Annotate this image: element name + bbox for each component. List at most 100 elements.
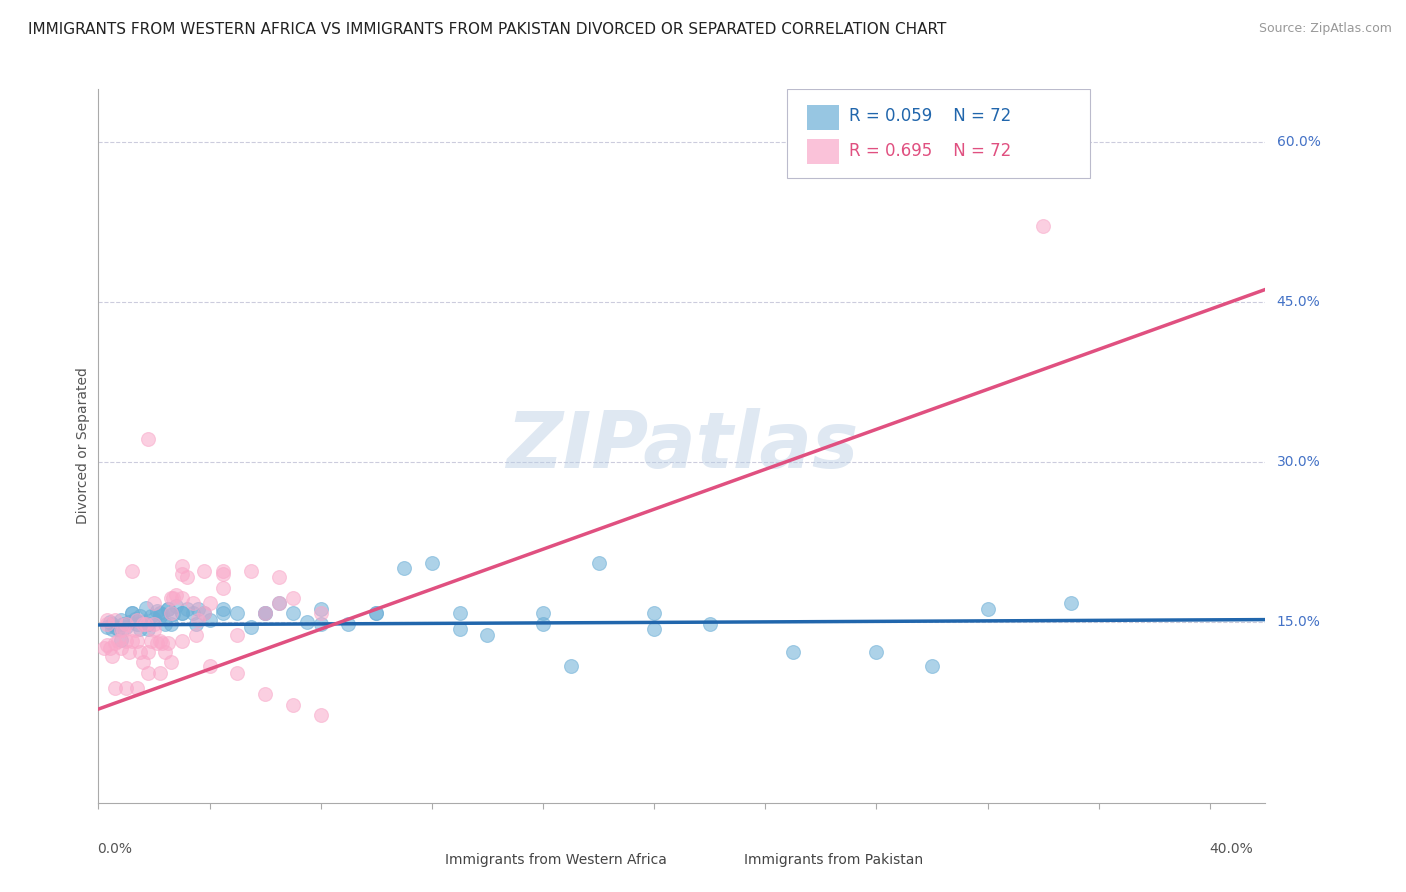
Point (156, 602, 179, 616)
Point (138, 432, 160, 446)
Point (281, 591, 304, 606)
Point (295, 615, 318, 629)
Point (148, 609, 170, 624)
Text: 45.0%: 45.0% (1277, 295, 1320, 310)
Point (187, 613, 209, 627)
Point (281, 698, 304, 712)
Point (159, 655, 181, 669)
Point (212, 602, 235, 616)
Point (101, 616, 124, 631)
Point (143, 624, 166, 638)
Point (127, 681, 149, 695)
Point (309, 616, 332, 631)
Point (162, 591, 184, 606)
Point (865, 644, 887, 658)
Point (240, 564, 263, 578)
Point (170, 559, 193, 574)
Point (187, 602, 209, 616)
Bar (711, 853, 737, 869)
Point (138, 622, 160, 636)
Point (129, 609, 152, 624)
Point (392, 561, 415, 575)
Point (138, 616, 160, 631)
Point (96, 638, 118, 652)
Point (643, 622, 665, 636)
Point (115, 616, 138, 631)
Point (588, 556, 610, 570)
Point (104, 636, 127, 650)
Point (143, 611, 166, 625)
Text: 40.0%: 40.0% (1209, 842, 1253, 856)
Text: 15.0%: 15.0% (1277, 615, 1320, 629)
Point (212, 581, 235, 595)
Point (193, 564, 215, 578)
Point (184, 616, 207, 631)
Point (110, 624, 132, 638)
FancyBboxPatch shape (787, 89, 1091, 178)
Bar (807, 105, 839, 130)
Point (198, 659, 221, 673)
Point (135, 616, 157, 631)
Point (165, 599, 187, 613)
Point (129, 622, 152, 636)
Point (212, 606, 235, 620)
Point (170, 566, 193, 581)
Point (170, 634, 193, 648)
Point (96, 620, 118, 634)
Point (226, 606, 249, 620)
Point (162, 607, 184, 622)
Point (93, 641, 115, 656)
Text: ZIPatlas: ZIPatlas (506, 408, 858, 484)
Point (159, 591, 181, 606)
Text: Immigrants from Western Africa: Immigrants from Western Africa (446, 853, 666, 867)
Point (110, 641, 132, 656)
Point (170, 606, 193, 620)
Point (110, 632, 132, 647)
Point (141, 609, 163, 624)
Point (129, 644, 152, 658)
Point (127, 634, 149, 648)
Text: 60.0%: 60.0% (1277, 136, 1320, 150)
Point (170, 606, 193, 620)
Point (121, 634, 143, 648)
Point (101, 648, 124, 663)
Point (107, 634, 129, 648)
Point (121, 606, 143, 620)
Point (112, 624, 135, 638)
Point (107, 622, 129, 636)
Point (560, 659, 582, 673)
Point (112, 616, 135, 631)
Point (254, 606, 277, 620)
Point (198, 596, 221, 610)
Point (176, 570, 198, 584)
Point (124, 624, 146, 638)
Point (212, 564, 235, 578)
Text: Immigrants from Pakistan: Immigrants from Pakistan (744, 853, 922, 867)
Point (184, 627, 207, 641)
Point (153, 616, 176, 631)
Point (118, 644, 141, 658)
Point (531, 606, 554, 620)
Point (921, 659, 943, 673)
Point (159, 616, 181, 631)
Point (254, 606, 277, 620)
Point (156, 602, 179, 616)
Point (148, 606, 170, 620)
Point (226, 627, 249, 641)
Point (98, 641, 121, 656)
Text: Source: ZipAtlas.com: Source: ZipAtlas.com (1258, 22, 1392, 36)
Point (121, 606, 143, 620)
Point (170, 591, 193, 606)
Point (132, 655, 155, 669)
Point (193, 606, 215, 620)
Point (153, 644, 176, 658)
Point (1060, 596, 1083, 610)
Point (782, 644, 804, 658)
Point (146, 604, 169, 618)
Point (176, 602, 198, 616)
Point (143, 616, 166, 631)
Text: IMMIGRANTS FROM WESTERN AFRICA VS IMMIGRANTS FROM PAKISTAN DIVORCED OR SEPARATED: IMMIGRANTS FROM WESTERN AFRICA VS IMMIGR… (28, 22, 946, 37)
Point (104, 681, 127, 695)
Point (101, 622, 124, 636)
Point (124, 611, 146, 625)
